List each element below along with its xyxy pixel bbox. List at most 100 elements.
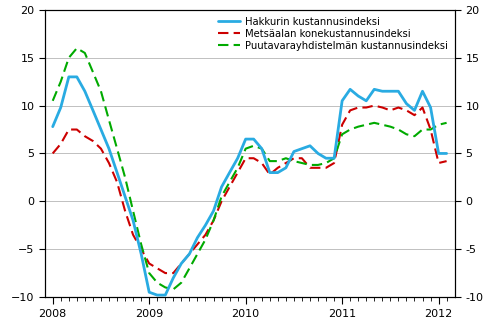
Hakkurin kustannusindeksi [267, 171, 273, 175]
Hakkurin kustannusindeksi [186, 252, 192, 256]
Metsäalan konekustannusindeksi [242, 156, 248, 160]
Puutavarayhdistelmän kustannusindeksi [146, 271, 152, 275]
Puutavarayhdistelmän kustannusindeksi [90, 70, 96, 74]
Metsäalan konekustannusindeksi [194, 242, 200, 246]
Puutavarayhdistelmän kustannusindeksi [234, 166, 240, 170]
Puutavarayhdistelmän kustannusindeksi [380, 123, 386, 127]
Metsäalan konekustannusindeksi [138, 247, 144, 251]
Hakkurin kustannusindeksi [331, 156, 337, 160]
Puutavarayhdistelmän kustannusindeksi [194, 252, 200, 256]
Metsäalan konekustannusindeksi [106, 161, 112, 165]
Hakkurin kustannusindeksi [226, 171, 232, 175]
Puutavarayhdistelmän kustannusindeksi [388, 125, 394, 129]
Hakkurin kustannusindeksi [259, 147, 265, 150]
Hakkurin kustannusindeksi [122, 195, 128, 199]
Hakkurin kustannusindeksi [82, 89, 88, 93]
Hakkurin kustannusindeksi [146, 290, 152, 294]
Metsäalan konekustannusindeksi [363, 106, 369, 110]
Metsäalan konekustannusindeksi [259, 161, 265, 165]
Metsäalan konekustannusindeksi [130, 233, 136, 237]
Hakkurin kustannusindeksi [50, 125, 56, 129]
Hakkurin kustannusindeksi [154, 293, 160, 297]
Metsäalan konekustannusindeksi [178, 261, 184, 265]
Puutavarayhdistelmän kustannusindeksi [66, 56, 72, 60]
Hakkurin kustannusindeksi [372, 87, 378, 91]
Legend: Hakkurin kustannusindeksi, Metsäalan konekustannusindeksi, Puutavarayhdistelmän : Hakkurin kustannusindeksi, Metsäalan kon… [216, 15, 450, 53]
Hakkurin kustannusindeksi [444, 151, 450, 155]
Puutavarayhdistelmän kustannusindeksi [162, 285, 168, 289]
Metsäalan konekustannusindeksi [299, 156, 305, 160]
Puutavarayhdistelmän kustannusindeksi [291, 159, 297, 163]
Puutavarayhdistelmän kustannusindeksi [50, 99, 56, 103]
Metsäalan konekustannusindeksi [90, 139, 96, 143]
Metsäalan konekustannusindeksi [162, 271, 168, 275]
Puutavarayhdistelmän kustannusindeksi [420, 128, 426, 132]
Hakkurin kustannusindeksi [202, 223, 208, 227]
Metsäalan konekustannusindeksi [283, 161, 289, 165]
Hakkurin kustannusindeksi [404, 102, 409, 106]
Puutavarayhdistelmän kustannusindeksi [226, 180, 232, 184]
Metsäalan konekustannusindeksi [146, 261, 152, 265]
Puutavarayhdistelmän kustannusindeksi [307, 163, 313, 167]
Hakkurin kustannusindeksi [347, 87, 353, 91]
Puutavarayhdistelmän kustannusindeksi [114, 147, 120, 150]
Puutavarayhdistelmän kustannusindeksi [275, 159, 281, 163]
Hakkurin kustannusindeksi [114, 171, 120, 175]
Hakkurin kustannusindeksi [90, 108, 96, 112]
Puutavarayhdistelmän kustannusindeksi [396, 128, 402, 132]
Puutavarayhdistelmän kustannusindeksi [82, 51, 88, 55]
Puutavarayhdistelmän kustannusindeksi [347, 128, 353, 132]
Line: Hakkurin kustannusindeksi: Hakkurin kustannusindeksi [52, 77, 446, 295]
Metsäalan konekustannusindeksi [154, 266, 160, 270]
Metsäalan konekustannusindeksi [412, 113, 418, 117]
Metsäalan konekustannusindeksi [323, 166, 329, 170]
Puutavarayhdistelmän kustannusindeksi [58, 80, 64, 84]
Puutavarayhdistelmän kustannusindeksi [202, 238, 208, 242]
Metsäalan konekustannusindeksi [226, 185, 232, 189]
Hakkurin kustannusindeksi [380, 89, 386, 93]
Hakkurin kustannusindeksi [58, 106, 64, 110]
Hakkurin kustannusindeksi [218, 185, 224, 189]
Puutavarayhdistelmän kustannusindeksi [355, 125, 361, 129]
Metsäalan konekustannusindeksi [404, 108, 409, 112]
Metsäalan konekustannusindeksi [234, 171, 240, 175]
Hakkurin kustannusindeksi [66, 75, 72, 79]
Metsäalan konekustannusindeksi [420, 106, 426, 110]
Metsäalan konekustannusindeksi [396, 106, 402, 110]
Metsäalan konekustannusindeksi [275, 166, 281, 170]
Hakkurin kustannusindeksi [396, 89, 402, 93]
Hakkurin kustannusindeksi [170, 276, 176, 280]
Hakkurin kustannusindeksi [138, 252, 144, 256]
Metsäalan konekustannusindeksi [315, 166, 321, 170]
Puutavarayhdistelmän kustannusindeksi [259, 147, 265, 150]
Hakkurin kustannusindeksi [355, 94, 361, 98]
Metsäalan konekustannusindeksi [444, 159, 450, 163]
Puutavarayhdistelmän kustannusindeksi [363, 123, 369, 127]
Metsäalan konekustannusindeksi [291, 156, 297, 160]
Hakkurin kustannusindeksi [130, 218, 136, 222]
Hakkurin kustannusindeksi [291, 149, 297, 153]
Puutavarayhdistelmän kustannusindeksi [436, 123, 442, 127]
Metsäalan konekustannusindeksi [355, 106, 361, 110]
Metsäalan konekustannusindeksi [50, 151, 56, 155]
Hakkurin kustannusindeksi [242, 137, 248, 141]
Hakkurin kustannusindeksi [178, 261, 184, 265]
Puutavarayhdistelmän kustannusindeksi [283, 156, 289, 160]
Puutavarayhdistelmän kustannusindeksi [138, 242, 144, 246]
Puutavarayhdistelmän kustannusindeksi [186, 266, 192, 270]
Puutavarayhdistelmän kustannusindeksi [250, 144, 256, 148]
Puutavarayhdistelmän kustannusindeksi [98, 89, 104, 93]
Hakkurin kustannusindeksi [210, 209, 216, 213]
Metsäalan konekustannusindeksi [210, 218, 216, 222]
Hakkurin kustannusindeksi [234, 156, 240, 160]
Metsäalan konekustannusindeksi [347, 108, 353, 112]
Puutavarayhdistelmän kustannusindeksi [372, 121, 378, 125]
Hakkurin kustannusindeksi [250, 137, 256, 141]
Metsäalan konekustannusindeksi [186, 252, 192, 256]
Metsäalan konekustannusindeksi [82, 134, 88, 138]
Hakkurin kustannusindeksi [106, 147, 112, 150]
Metsäalan konekustannusindeksi [170, 271, 176, 275]
Metsäalan konekustannusindeksi [66, 128, 72, 132]
Metsäalan konekustannusindeksi [218, 199, 224, 203]
Hakkurin kustannusindeksi [98, 128, 104, 132]
